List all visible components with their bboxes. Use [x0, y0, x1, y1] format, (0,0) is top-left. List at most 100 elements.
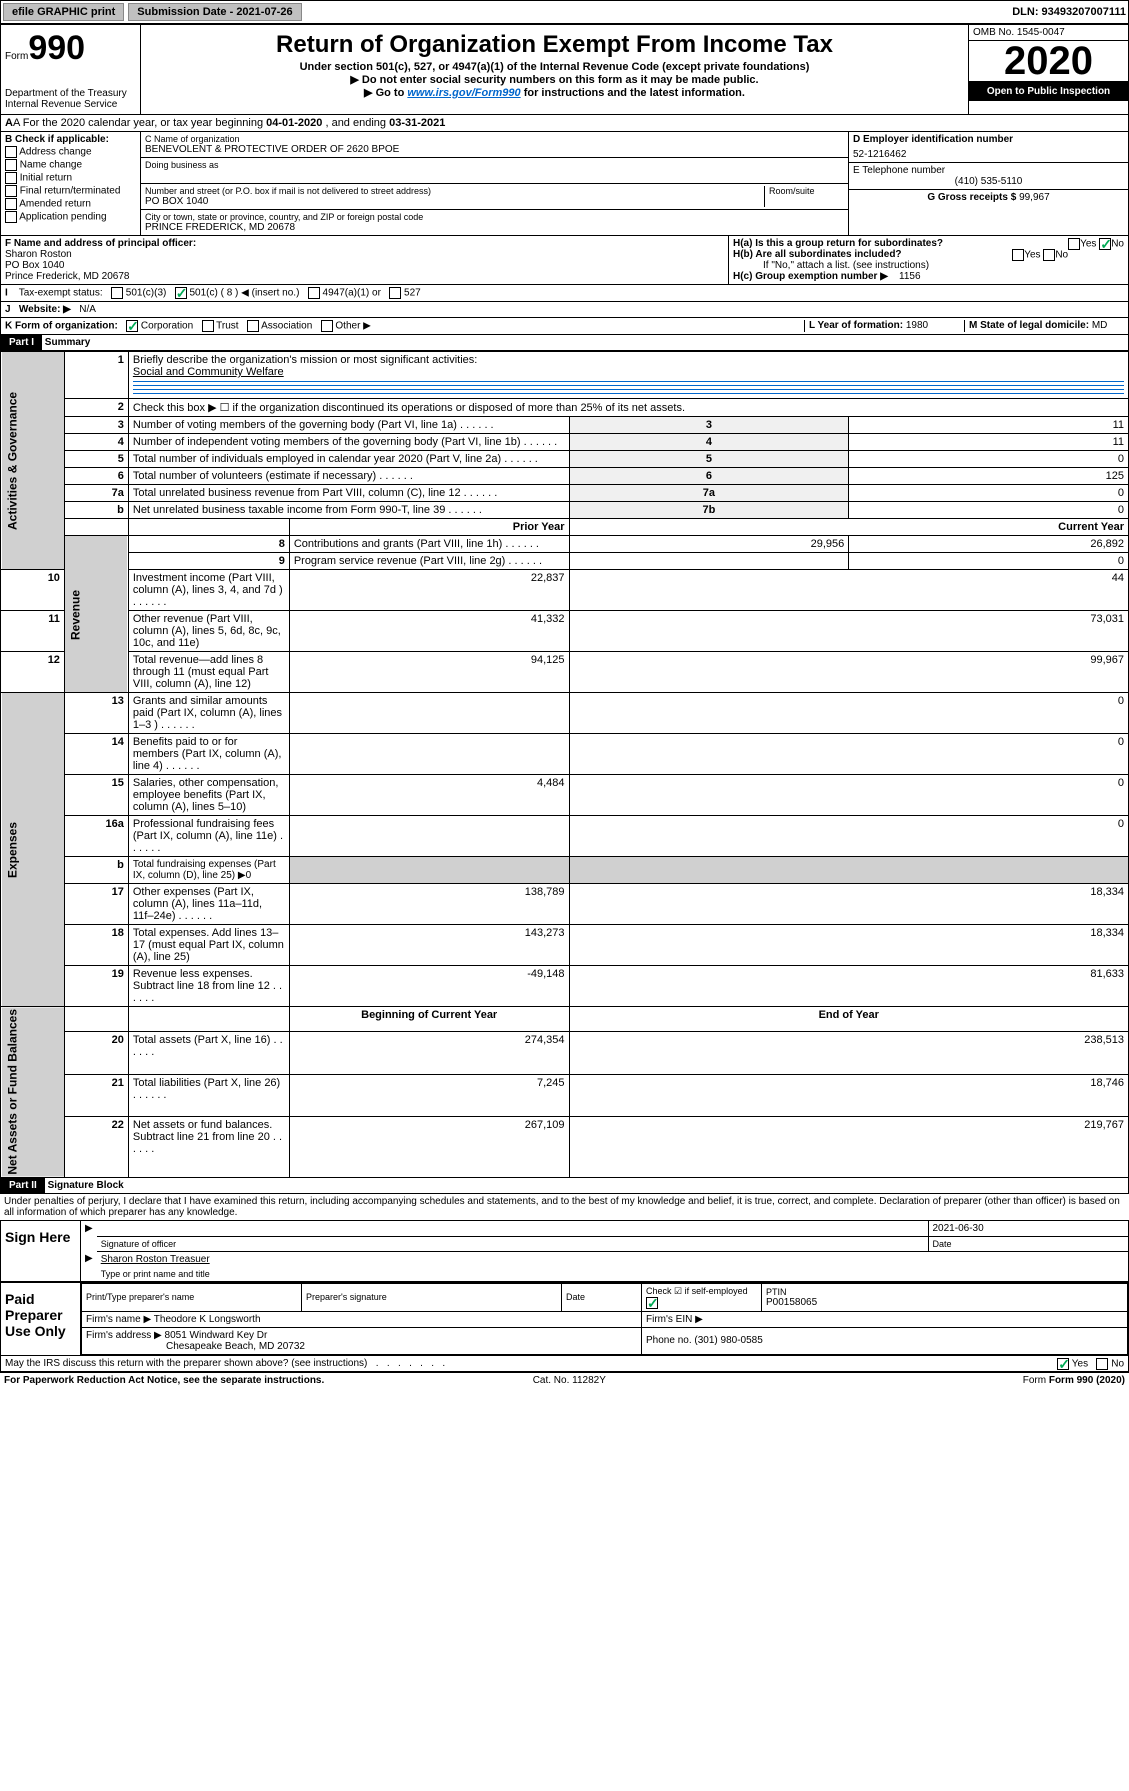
- row-6-val: 125: [849, 468, 1129, 485]
- print-name-label: Type or print name and title: [97, 1267, 1128, 1281]
- 527-checkbox[interactable]: [389, 287, 401, 299]
- efile-button[interactable]: efile GRAPHIC print: [3, 3, 124, 21]
- row-7a-val: 0: [849, 485, 1129, 502]
- part-i-label: Part I: [1, 335, 42, 350]
- 501c-checkbox[interactable]: [175, 287, 187, 299]
- row-18-text: Total expenses. Add lines 13–17 (must eq…: [128, 925, 289, 966]
- row-10-prior: 22,837: [289, 570, 569, 611]
- other-checkbox[interactable]: [321, 320, 333, 332]
- gross-value: 99,967: [1019, 192, 1050, 203]
- org-name: BENEVOLENT & PROTECTIVE ORDER OF 2620 BP…: [145, 144, 844, 155]
- row-16a-prior: [289, 816, 569, 857]
- assoc-checkbox[interactable]: [247, 320, 259, 332]
- submission-date-button[interactable]: Submission Date - 2021-07-26: [128, 3, 301, 21]
- address-change-checkbox[interactable]: [5, 146, 17, 158]
- line-k: K Form of organization: Corporation Trus…: [0, 318, 1129, 335]
- line-a-mid: , and ending: [322, 117, 389, 129]
- firm-ein-label: Firm's EIN ▶: [642, 1311, 1128, 1327]
- ha-yes-checkbox[interactable]: [1068, 238, 1080, 250]
- row-15-num: 15: [64, 775, 128, 816]
- side-activities: Activities & Governance: [1, 352, 65, 570]
- dept-text: Department of the Treasury: [5, 88, 136, 99]
- opt-corporation: Corporation: [141, 321, 193, 332]
- ha-no-checkbox[interactable]: [1099, 238, 1111, 250]
- hc-value: 1156: [899, 271, 921, 282]
- tax-year-end: 03-31-2021: [389, 117, 445, 129]
- row-13-curr: 0: [569, 693, 1128, 734]
- q1-answer: Social and Community Welfare: [133, 366, 284, 378]
- row-13-text: Grants and similar amounts paid (Part IX…: [128, 693, 289, 734]
- row-21-text: Total liabilities (Part X, line 26): [128, 1074, 289, 1117]
- row-4-box: 4: [569, 434, 849, 451]
- discuss-yes-checkbox[interactable]: [1057, 1358, 1069, 1370]
- name-change-checkbox[interactable]: [5, 159, 17, 171]
- paid-preparer-block: Paid Preparer Use Only Print/Type prepar…: [0, 1282, 1129, 1356]
- opt-other: Other ▶: [335, 321, 370, 332]
- row-4-text: Number of independent voting members of …: [128, 434, 569, 451]
- row-18-prior: 143,273: [289, 925, 569, 966]
- initial-return-checkbox[interactable]: [5, 172, 17, 184]
- application-pending-checkbox[interactable]: [5, 211, 17, 223]
- row-7b-box: 7b: [569, 502, 849, 519]
- row-21-num: 21: [64, 1074, 128, 1117]
- hc-label: H(c) Group exemption number ▶: [733, 271, 888, 282]
- subtitle-3-suffix: for instructions and the latest informat…: [521, 87, 745, 99]
- row-7b-text: Net unrelated business taxable income fr…: [128, 502, 569, 519]
- org-city: PRINCE FREDERICK, MD 20678: [145, 222, 844, 233]
- discuss-no-checkbox[interactable]: [1096, 1358, 1108, 1370]
- perjury-text: Under penalties of perjury, I declare th…: [0, 1194, 1129, 1220]
- side-revenue: Revenue: [64, 536, 128, 693]
- row-11-prior: 41,332: [289, 611, 569, 652]
- firm-addr1: 8051 Windward Key Dr: [165, 1330, 268, 1341]
- ein-value: 52-1216462: [853, 149, 1124, 160]
- row-3-text: Number of voting members of the governin…: [128, 417, 569, 434]
- row-17-num: 17: [64, 884, 128, 925]
- line-a-prefix: A For the 2020 calendar year, or tax yea…: [13, 117, 266, 129]
- row-5-val: 0: [849, 451, 1129, 468]
- self-employed-checkbox[interactable]: [646, 1297, 658, 1309]
- row-20-prior: 274,354: [289, 1032, 569, 1075]
- final-return-checkbox[interactable]: [5, 185, 17, 197]
- hb-yes-checkbox[interactable]: [1012, 249, 1024, 261]
- opt-527: 527: [404, 288, 421, 299]
- col-b-label: B Check if applicable:: [5, 134, 109, 145]
- row-19-prior: -49,148: [289, 966, 569, 1007]
- website-value: N/A: [79, 304, 96, 315]
- discuss-text: May the IRS discuss this return with the…: [5, 1358, 367, 1369]
- row-14-curr: 0: [569, 734, 1128, 775]
- 501c3-checkbox[interactable]: [111, 287, 123, 299]
- row-11-curr: 73,031: [569, 611, 1128, 652]
- row-12-text: Total revenue—add lines 8 through 11 (mu…: [128, 652, 289, 693]
- row-15-text: Salaries, other compensation, employee b…: [128, 775, 289, 816]
- row-6-text: Total number of volunteers (estimate if …: [128, 468, 569, 485]
- row-11-text: Other revenue (Part VIII, column (A), li…: [128, 611, 289, 652]
- 4947-checkbox[interactable]: [308, 287, 320, 299]
- row-16a-num: 16a: [64, 816, 128, 857]
- firm-name: Theodore K Longsworth: [154, 1314, 261, 1325]
- amended-return-checkbox[interactable]: [5, 198, 17, 210]
- row-17-curr: 18,334: [569, 884, 1128, 925]
- part-ii-label: Part II: [1, 1178, 45, 1193]
- q1-text: Briefly describe the organization's miss…: [133, 354, 477, 366]
- row-12-num: 12: [1, 652, 65, 693]
- paid-preparer-label: Paid Preparer Use Only: [1, 1283, 81, 1355]
- addr-label: Number and street (or P.O. box if mail i…: [145, 186, 764, 196]
- trust-checkbox[interactable]: [202, 320, 214, 332]
- firm-addr-label: Firm's address ▶: [86, 1330, 162, 1341]
- corp-checkbox[interactable]: [126, 320, 138, 332]
- col-de: D Employer identification number52-12164…: [848, 132, 1128, 235]
- form-title: Return of Organization Exempt From Incom…: [145, 31, 964, 59]
- row-22-text: Net assets or fund balances. Subtract li…: [128, 1117, 289, 1177]
- row-12-prior: 94,125: [289, 652, 569, 693]
- block-bc: B Check if applicable: Address change Na…: [0, 132, 1129, 236]
- side-expenses: Expenses: [1, 693, 65, 1007]
- row-4-val: 11: [849, 434, 1129, 451]
- hb-no-checkbox[interactable]: [1043, 249, 1055, 261]
- city-label: City or town, state or province, country…: [145, 212, 844, 222]
- prior-year-hdr: Prior Year: [289, 519, 569, 536]
- current-year-hdr: Current Year: [569, 519, 1128, 536]
- row-8-num: 8: [128, 536, 289, 553]
- row-19-num: 19: [64, 966, 128, 1007]
- instructions-link[interactable]: www.irs.gov/Form990: [407, 87, 520, 99]
- row-9-text: Program service revenue (Part VIII, line…: [289, 553, 569, 570]
